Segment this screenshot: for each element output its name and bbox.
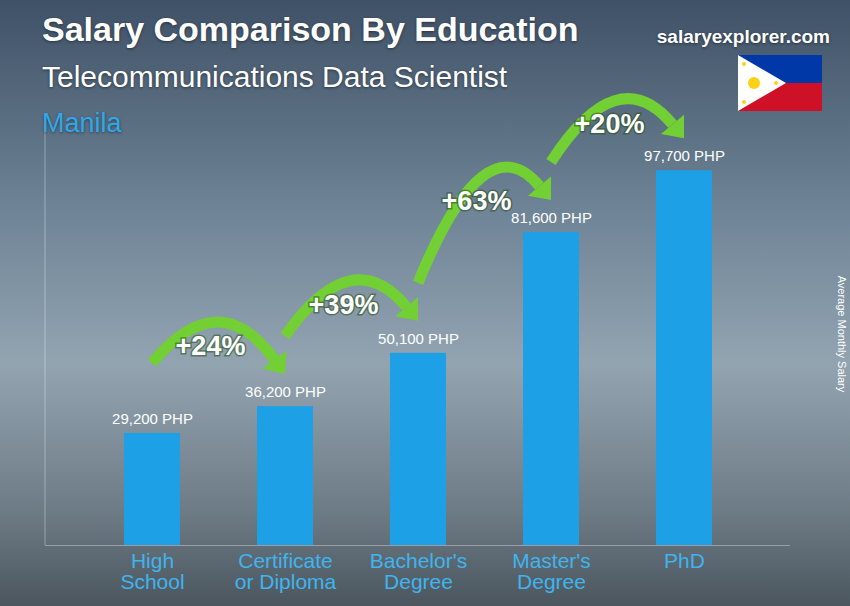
- svg-text:97,700 PHP: 97,700 PHP: [644, 147, 725, 164]
- svg-text:Master'sDegree: Master'sDegree: [512, 549, 591, 593]
- svg-text:+20%: +20%: [575, 109, 645, 139]
- html-text:Manila: Manila: [42, 108, 122, 138]
- svg-text:29,200 PHP: 29,200 PHP: [112, 410, 193, 427]
- svg-text:+24%: +24%: [176, 331, 246, 361]
- html-text:Telecommunications Data Scient: Telecommunications Data Scientist: [42, 60, 508, 93]
- svg-text:Average Monthly Salary: Average Monthly Salary: [836, 276, 848, 393]
- svg-text:50,100 PHP: 50,100 PHP: [378, 330, 459, 347]
- svg-text:36,200 PHP: 36,200 PHP: [245, 383, 326, 400]
- svg-text:Certificateor Diploma: Certificateor Diploma: [235, 549, 337, 593]
- svg-text:PhD: PhD: [664, 549, 705, 572]
- svg-text:HighSchool: HighSchool: [120, 549, 184, 593]
- svg-text:Bachelor'sDegree: Bachelor'sDegree: [370, 549, 467, 593]
- html-text:salaryexplorer.com: salaryexplorer.com: [656, 26, 830, 47]
- svg-text:+63%: +63%: [442, 186, 512, 216]
- svg-text:81,600 PHP: 81,600 PHP: [511, 209, 592, 226]
- svg-text:+39%: +39%: [309, 290, 379, 320]
- html-text:Salary Comparison By Education: Salary Comparison By Education: [42, 10, 579, 48]
